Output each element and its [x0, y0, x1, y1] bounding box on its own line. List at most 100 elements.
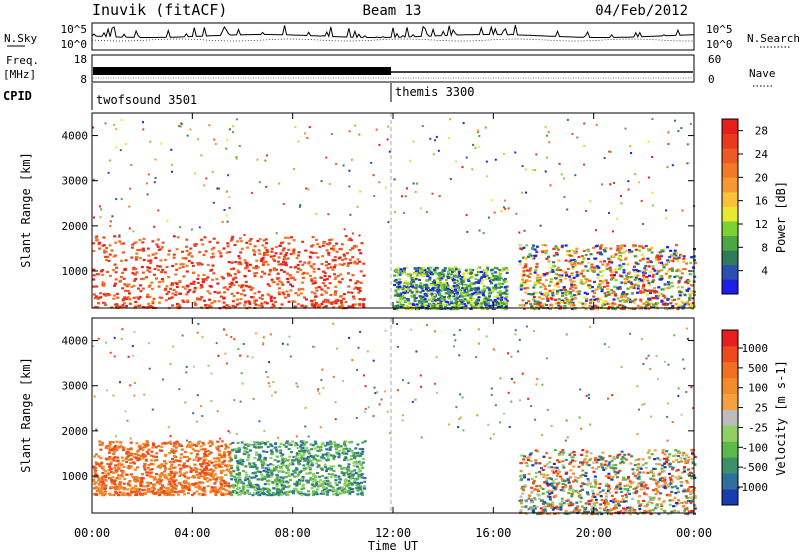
heatmap-cell [488, 295, 491, 298]
heatmap-cell [593, 269, 597, 272]
heatmap-cell [534, 475, 538, 478]
heatmap-cell [594, 245, 598, 248]
heatmap-cell [341, 486, 345, 489]
heatmap-cell [300, 494, 304, 497]
heatmap-cell [651, 305, 655, 308]
heatmap-cell [647, 176, 650, 179]
heatmap-cell [142, 446, 146, 449]
heatmap-cell [171, 457, 174, 461]
heatmap-cell [400, 298, 404, 301]
heatmap-cell [566, 208, 569, 211]
heatmap-cell [201, 462, 205, 465]
heatmap-cell [98, 443, 102, 446]
heatmap-cell [237, 474, 241, 477]
heatmap-cell [584, 265, 588, 268]
heatmap-cell [549, 270, 553, 274]
heatmap-cell [573, 280, 577, 283]
heatmap-cell [178, 469, 182, 472]
heatmap-cell [258, 456, 262, 459]
heatmap-cell [261, 477, 265, 480]
heatmap-cell [348, 237, 352, 240]
heatmap-cell [492, 279, 496, 282]
heatmap-cell [530, 293, 534, 296]
colorbar-swatch [722, 250, 738, 266]
heatmap-cell [333, 255, 337, 259]
heatmap-cell [535, 262, 539, 265]
heatmap-cell [307, 464, 311, 468]
heatmap-cell [450, 302, 454, 305]
heatmap-cell [333, 259, 337, 262]
heatmap-cell [514, 151, 517, 154]
heatmap-cell [592, 461, 596, 464]
heatmap-cell [315, 238, 318, 241]
heatmap-cell [669, 302, 673, 305]
heatmap-cell [419, 267, 423, 270]
heatmap-cell [410, 295, 414, 298]
heatmap-cell [178, 471, 182, 474]
heatmap-cell [121, 475, 125, 478]
heatmap-cell [219, 469, 223, 472]
heatmap-cell [449, 273, 453, 276]
heatmap-cell [459, 278, 463, 281]
heatmap-cell [453, 270, 456, 273]
heatmap-cell [443, 288, 447, 291]
heatmap-cell [284, 458, 288, 461]
heatmap-cell [388, 150, 391, 153]
heatmap-cell [301, 288, 305, 291]
heatmap-cell [168, 460, 172, 463]
heatmap-cell [196, 281, 200, 284]
heatmap-cell [314, 442, 318, 445]
heatmap-cell [570, 273, 574, 276]
heatmap-cell [408, 289, 412, 292]
heatmap-cell [286, 293, 290, 296]
heatmap-cell [249, 288, 253, 291]
heatmap-cell [336, 487, 340, 490]
heatmap-cell [680, 306, 684, 309]
heatmap-cell [307, 188, 310, 191]
heatmap-cell [164, 468, 168, 471]
heatmap-cell [488, 277, 492, 280]
heatmap-cell [415, 303, 419, 306]
heatmap-cell [233, 243, 237, 247]
heatmap-cell [160, 245, 164, 248]
heatmap-cell [152, 297, 156, 300]
heatmap-cell [206, 263, 210, 267]
heatmap-cell [96, 486, 100, 490]
heatmap-cell [654, 507, 658, 510]
heatmap-cell [674, 119, 676, 122]
heatmap-cell [586, 248, 590, 251]
heatmap-cell [647, 140, 650, 143]
heatmap-cell [546, 156, 548, 159]
heatmap-cell [165, 490, 169, 493]
heatmap-cell [220, 275, 224, 278]
heatmap-cell [446, 301, 450, 304]
heatmap-cell [589, 267, 593, 270]
heatmap-cell [192, 492, 196, 495]
heatmap-cell [130, 454, 133, 457]
heatmap-cell [283, 263, 287, 266]
heatmap-cell [647, 298, 651, 301]
heatmap-cell [311, 236, 315, 239]
heatmap-cell [248, 465, 252, 468]
heatmap-cell [426, 275, 430, 278]
heatmap-cell [545, 452, 549, 455]
heatmap-cell [395, 286, 399, 289]
heatmap-cell [346, 264, 350, 267]
heatmap-cell [312, 473, 315, 476]
heatmap-cell [504, 305, 508, 308]
heatmap-cell [536, 273, 540, 277]
heatmap-cell [323, 271, 327, 274]
heatmap-cell [334, 448, 338, 451]
heatmap-cell [232, 125, 235, 128]
heatmap-cell [612, 298, 616, 301]
heatmap-cell [321, 244, 325, 247]
cpid-label: CPID [3, 89, 32, 103]
heatmap-cell [117, 446, 121, 449]
heatmap-cell [439, 275, 443, 278]
heatmap-cell [608, 266, 612, 269]
heatmap-cell [243, 479, 247, 482]
heatmap-cell [298, 205, 301, 208]
heatmap-cell [93, 455, 97, 458]
heatmap-cell [298, 479, 301, 482]
heatmap-cell [327, 452, 331, 455]
